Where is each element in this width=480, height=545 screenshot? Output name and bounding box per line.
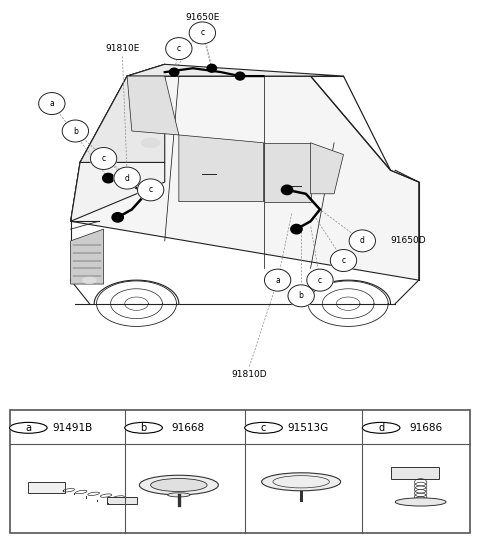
Polygon shape	[71, 229, 104, 284]
Text: a: a	[25, 423, 31, 433]
Polygon shape	[80, 64, 165, 162]
Text: c: c	[261, 423, 266, 433]
Text: b: b	[141, 423, 147, 433]
Text: d: d	[360, 237, 365, 245]
Text: b: b	[299, 292, 303, 300]
Circle shape	[103, 173, 114, 183]
Text: 91513G: 91513G	[288, 423, 329, 433]
Text: c: c	[149, 185, 153, 195]
Text: d: d	[125, 174, 130, 183]
Circle shape	[235, 72, 245, 80]
Circle shape	[291, 225, 302, 234]
Polygon shape	[127, 76, 179, 135]
Text: a: a	[49, 99, 54, 108]
Text: c: c	[177, 44, 181, 53]
Circle shape	[189, 22, 216, 44]
Ellipse shape	[141, 138, 160, 148]
Text: 91650D: 91650D	[391, 237, 426, 245]
Circle shape	[169, 68, 179, 76]
Circle shape	[330, 250, 357, 271]
Polygon shape	[71, 76, 419, 280]
Polygon shape	[311, 143, 344, 194]
Text: 91686: 91686	[409, 423, 442, 433]
FancyBboxPatch shape	[10, 410, 470, 533]
Circle shape	[112, 213, 123, 222]
Text: 91810E: 91810E	[105, 44, 140, 53]
Polygon shape	[71, 162, 165, 221]
Circle shape	[307, 269, 333, 291]
Text: 91810D: 91810D	[231, 370, 267, 379]
Text: 91650E: 91650E	[185, 13, 219, 22]
Ellipse shape	[139, 475, 218, 495]
Ellipse shape	[83, 277, 96, 283]
Text: a: a	[275, 276, 280, 284]
Polygon shape	[264, 143, 311, 202]
Text: 91491B: 91491B	[53, 423, 93, 433]
Circle shape	[207, 64, 216, 72]
Circle shape	[62, 120, 88, 142]
Text: c: c	[200, 28, 204, 38]
Circle shape	[264, 269, 291, 291]
Circle shape	[39, 93, 65, 114]
Circle shape	[114, 167, 140, 189]
Ellipse shape	[168, 493, 190, 497]
Circle shape	[281, 185, 293, 195]
FancyBboxPatch shape	[391, 467, 439, 480]
Circle shape	[90, 148, 117, 169]
Polygon shape	[179, 135, 264, 202]
Circle shape	[125, 422, 162, 433]
FancyBboxPatch shape	[108, 497, 137, 505]
Polygon shape	[127, 64, 344, 76]
Circle shape	[10, 422, 47, 433]
Text: c: c	[341, 256, 346, 265]
Text: 91668: 91668	[171, 423, 204, 433]
Text: c: c	[102, 154, 106, 163]
Circle shape	[288, 285, 314, 307]
Text: d: d	[378, 423, 384, 433]
Circle shape	[362, 422, 400, 433]
Circle shape	[166, 38, 192, 59]
Circle shape	[137, 179, 164, 201]
FancyBboxPatch shape	[28, 482, 64, 493]
Text: c: c	[318, 276, 322, 284]
Text: b: b	[73, 126, 78, 136]
Circle shape	[349, 230, 375, 252]
Circle shape	[245, 422, 282, 433]
Ellipse shape	[262, 473, 341, 490]
Ellipse shape	[395, 498, 446, 506]
Ellipse shape	[151, 479, 207, 492]
